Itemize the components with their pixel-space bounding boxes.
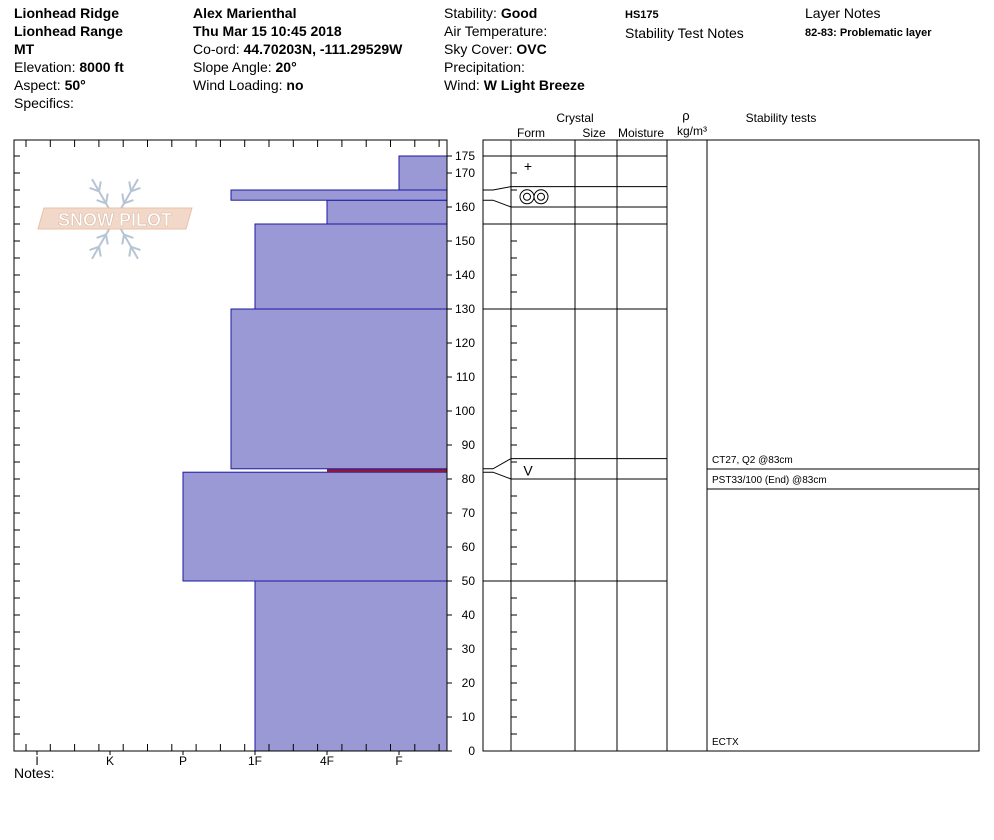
hardness-label: 4F (320, 754, 334, 768)
layer-notes-info: Layer Notes 82-83: Problematic layer (805, 4, 932, 42)
specifics-label: Specifics: (14, 95, 74, 111)
grain-form-symbol: V (523, 463, 533, 479)
height-label: 70 (462, 506, 476, 520)
hardness-bar (326, 199, 448, 225)
state-name: MT (14, 41, 35, 57)
hs-value: HS175 (625, 9, 659, 21)
problem-layer-bar (327, 468, 447, 473)
crystal-header: Crystal (556, 111, 593, 125)
height-label: 110 (456, 370, 475, 384)
height-label: 130 (455, 302, 475, 316)
height-label: 60 (462, 540, 476, 554)
height-label: 120 (455, 336, 475, 350)
hardness-bar (254, 580, 448, 752)
hardness-label: F (395, 754, 402, 768)
hardness-label: 1F (248, 754, 262, 768)
logo-text: SNOW PILOT (58, 210, 172, 230)
size-header: Size (582, 126, 606, 140)
height-label: 175 (455, 149, 475, 163)
wind-label: Wind: (444, 77, 480, 93)
slope-value: 20° (275, 59, 297, 75)
hardness-bar (182, 471, 448, 582)
aspect-label: Aspect: (14, 77, 61, 93)
grain-form-symbol: + (524, 158, 532, 174)
rounded-grain-icon (537, 192, 545, 201)
height-label: 150 (455, 234, 475, 248)
layer-table-frame (482, 139, 980, 752)
logo-banner (37, 207, 193, 230)
slope-label: Slope Angle: (193, 59, 272, 75)
form-header: Form (517, 126, 545, 140)
height-label: 50 (462, 574, 476, 588)
wind-value: W Light Breeze (483, 77, 585, 93)
test-notes-info: HS175 Stability Test Notes (625, 4, 744, 42)
hardness-bar (230, 308, 448, 470)
aspect-value: 50° (64, 77, 86, 93)
height-label: 30 (462, 642, 476, 656)
stability-label: Stability: (444, 5, 497, 21)
location-name: Lionhead Ridge (14, 5, 119, 21)
wind-loading-value: no (286, 77, 304, 93)
stability-tests-header: Stability tests (746, 111, 817, 125)
stability-test-result: ECTX (712, 737, 739, 748)
weather-info: Stability: Good Air Temperature: Sky Cov… (444, 4, 585, 94)
height-label: 0 (468, 744, 475, 758)
observation-datetime: Thu Mar 15 10:45 2018 (193, 23, 342, 39)
stability-test-result: PST33/100 (End) @83cm (712, 475, 827, 486)
notes-label: Notes: (14, 765, 55, 781)
coord-value: 44.70203N, -111.29529W (243, 41, 403, 57)
hardness-label: I (35, 754, 38, 768)
height-label: 90 (462, 438, 476, 452)
rounded-grain-icon (533, 189, 549, 205)
stability-notes-label: Stability Test Notes (625, 25, 744, 41)
height-label: 40 (462, 608, 476, 622)
wind-loading-label: Wind Loading: (193, 77, 283, 93)
range-name: Lionhead Range (14, 23, 123, 39)
layer-connector (483, 186, 512, 191)
density-header: ρ (682, 108, 689, 123)
height-label: 20 (462, 676, 476, 690)
layer-connector (483, 471, 512, 480)
height-label: 80 (462, 472, 476, 486)
elevation-value: 8000 ft (79, 59, 124, 75)
layer-connector (483, 199, 512, 208)
density-unit: kg/m³ (677, 124, 707, 138)
moisture-header: Moisture (618, 126, 664, 140)
rounded-grain-icon (519, 189, 535, 205)
observer-info: Alex Marienthal Thu Mar 15 10:45 2018 Co… (193, 4, 402, 94)
hardness-label: K (106, 754, 114, 768)
height-label: 160 (455, 200, 475, 214)
elevation-label: Elevation: (14, 59, 76, 75)
hardness-bar (398, 155, 448, 191)
hardness-bar (254, 223, 448, 310)
layer-note: 82-83: Problematic layer (805, 27, 932, 39)
hardness-bar (230, 189, 448, 201)
sky-value: OVC (516, 41, 547, 57)
rounded-grain-icon (523, 192, 531, 201)
air-temp-label: Air Temperature: (444, 23, 548, 39)
observer-name: Alex Marienthal (193, 5, 297, 21)
height-label: 10 (462, 710, 476, 724)
stability-value: Good (500, 5, 538, 21)
layer-notes-label: Layer Notes (805, 5, 881, 21)
height-label: 100 (455, 404, 475, 418)
height-label: 140 (455, 268, 475, 282)
sky-label: Sky Cover: (444, 41, 513, 57)
precip-label: Precipitation: (444, 59, 525, 75)
coord-label: Co-ord: (193, 41, 240, 57)
site-info: Lionhead Ridge Lionhead Range MT Elevati… (14, 4, 124, 112)
hardness-label: P (179, 754, 187, 768)
layer-connector (483, 458, 512, 470)
stability-test-result: CT27, Q2 @83cm (712, 455, 793, 466)
height-label: 170 (455, 166, 475, 180)
